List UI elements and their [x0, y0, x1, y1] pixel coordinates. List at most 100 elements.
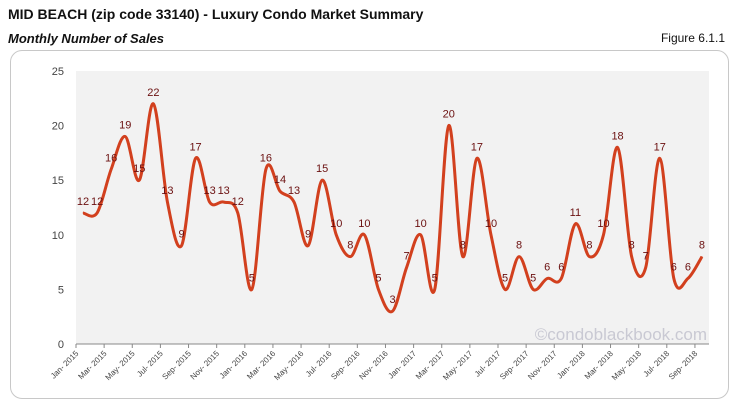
y-tick-label: 10: [52, 230, 64, 242]
x-tick-label: May- 2015: [104, 349, 137, 382]
data-point: [504, 288, 506, 290]
data-label: 8: [629, 240, 635, 252]
data-label: 7: [404, 251, 410, 263]
chart-subtitle: Monthly Number of Sales: [8, 31, 165, 46]
data-label: 5: [432, 272, 438, 284]
data-point: [518, 256, 520, 258]
data-point: [307, 245, 309, 247]
data-point: [152, 103, 154, 105]
data-point: [603, 234, 604, 236]
data-point: [673, 277, 675, 279]
data-label: 6: [685, 261, 691, 273]
data-point: [434, 288, 436, 290]
y-tick-label: 0: [58, 339, 64, 351]
data-label: 6: [558, 261, 564, 273]
figure-number: Figure 6.1.1: [660, 31, 725, 45]
data-label: 5: [249, 272, 255, 284]
data-label: 6: [544, 261, 550, 273]
data-point: [321, 179, 323, 181]
data-point: [251, 288, 253, 290]
data-point: [124, 136, 126, 138]
data-label: 13: [288, 185, 300, 197]
data-label: 22: [147, 87, 159, 99]
x-tick-label: Sep- 2015: [160, 349, 193, 382]
data-point: [659, 157, 661, 159]
data-label: 19: [119, 120, 131, 132]
data-point: [223, 201, 225, 203]
data-label: 8: [699, 240, 705, 252]
data-label: 7: [643, 251, 649, 263]
data-label: 17: [189, 141, 201, 153]
data-label: 5: [375, 272, 381, 284]
data-point: [293, 201, 295, 203]
data-point: [476, 157, 478, 159]
x-tick-label: May- 2016: [272, 349, 305, 382]
y-tick-label: 25: [52, 66, 64, 78]
data-point: [617, 146, 619, 148]
data-label: 18: [611, 130, 623, 142]
data-point: [631, 256, 633, 258]
y-tick-label: 5: [58, 284, 64, 296]
data-point: [110, 168, 112, 170]
data-label: 14: [274, 174, 286, 186]
data-point: [574, 223, 576, 225]
data-label: 16: [260, 152, 272, 164]
x-tick-label: Nov- 2016: [357, 349, 390, 382]
data-label: 9: [178, 229, 184, 241]
data-point: [588, 256, 590, 258]
data-point: [645, 267, 647, 269]
x-tick-label: Sep- 2016: [329, 349, 362, 382]
data-point: [392, 310, 393, 312]
data-point: [82, 212, 84, 214]
data-point: [420, 234, 422, 236]
data-label: 15: [316, 163, 328, 175]
chart-title: MID BEACH (zip code 33140) - Luxury Cond…: [8, 6, 424, 22]
x-tick-label: Nov- 2015: [189, 349, 222, 382]
data-label: 5: [530, 272, 536, 284]
data-point: [209, 201, 211, 203]
watermark: ©condoblackbook.com: [535, 325, 707, 344]
data-point: [195, 157, 197, 159]
data-point: [349, 256, 351, 258]
data-label: 8: [586, 240, 592, 252]
data-label: 12: [77, 196, 89, 208]
data-label: 15: [133, 163, 145, 175]
data-point: [265, 168, 267, 170]
data-point: [406, 267, 408, 269]
data-point: [363, 234, 365, 236]
x-tick-label: Sep- 2017: [498, 349, 531, 382]
chart-frame: [10, 50, 729, 399]
data-point: [701, 256, 703, 258]
data-label: 8: [460, 240, 466, 252]
data-point: [532, 288, 534, 290]
data-label: 12: [232, 196, 244, 208]
x-tick-label: May- 2018: [610, 349, 643, 382]
data-point: [96, 212, 98, 214]
data-point: [335, 234, 337, 236]
x-tick-label: Sep- 2018: [667, 349, 700, 382]
data-label: 5: [502, 272, 508, 284]
data-label: 11: [570, 207, 581, 219]
data-label: 13: [161, 185, 173, 197]
x-tick-label: Nov- 2017: [526, 349, 559, 382]
plot-area: [76, 71, 709, 344]
data-label: 3: [389, 294, 395, 306]
data-label: 8: [347, 240, 353, 252]
y-tick-label: 15: [52, 175, 64, 187]
data-point: [181, 245, 182, 247]
data-label: 17: [471, 141, 483, 153]
x-tick-label: May- 2017: [441, 349, 474, 382]
data-point: [377, 288, 379, 290]
data-label: 10: [330, 218, 342, 230]
data-label: 13: [218, 185, 230, 197]
data-label: 13: [204, 185, 216, 197]
y-tick-label: 20: [52, 121, 64, 133]
data-label: 10: [358, 218, 370, 230]
data-point: [560, 277, 562, 279]
data-label: 6: [671, 261, 677, 273]
data-label: 9: [305, 229, 311, 241]
data-label: 17: [654, 141, 666, 153]
data-label: 20: [443, 109, 455, 121]
data-point: [448, 125, 450, 127]
